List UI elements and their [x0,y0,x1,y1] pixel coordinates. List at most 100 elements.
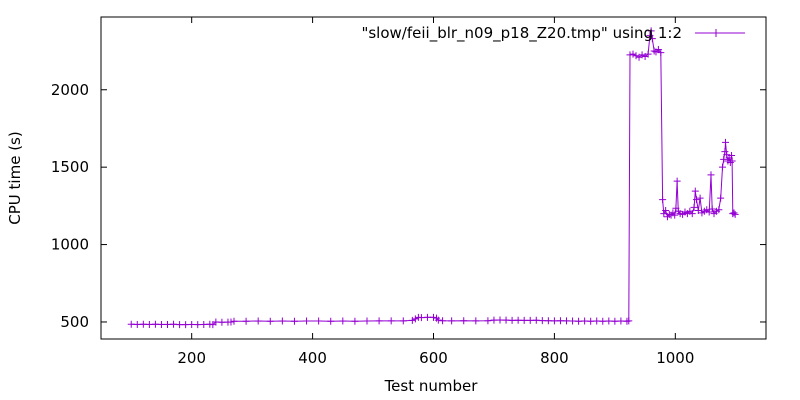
data-point [430,313,437,321]
data-point [556,317,564,325]
data-point [688,210,696,218]
data-point [605,317,613,325]
x-tick-label: 400 [298,349,327,367]
data-point [303,317,311,325]
data-point [484,317,492,325]
data-point [408,316,416,324]
data-point [728,152,736,160]
data-point [599,317,607,325]
legend: "slow/feii_blr_n09_p18_Z20.tmp" using 1:… [361,24,745,43]
data-point [434,316,442,324]
data-point [731,210,739,218]
data-point [460,317,468,325]
data-point [472,317,480,325]
data-point [164,320,171,328]
data-point [508,316,516,324]
data-point [490,316,498,324]
x-tick-label: 200 [177,349,206,367]
data-point [673,177,681,185]
data-point [662,207,670,215]
y-axis-label: CPU time (s) [6,131,24,224]
data-point [611,317,619,325]
y-tick-label: 1000 [51,236,89,254]
data-point [617,317,625,325]
data-point [717,194,725,202]
data-point [581,317,589,325]
plot-frame [100,16,767,340]
data-point [715,206,723,214]
data-point [502,316,510,324]
data-point [327,317,335,325]
data-point [439,317,447,325]
data-point [696,194,704,202]
data-point [230,317,238,325]
data-point [139,320,147,328]
data-point [266,317,274,325]
data-point [721,148,729,156]
series-line [131,30,736,326]
data-point [194,321,202,329]
data-point [638,51,646,59]
data-point [363,317,371,325]
data-point [411,315,419,323]
data-point [569,317,577,325]
data-point [650,47,658,55]
data-point [726,159,734,167]
data-point [399,317,407,325]
data-point [290,317,298,325]
data-point [690,203,698,211]
data-point [659,196,667,204]
y-tick-label: 500 [60,313,89,331]
data-point [718,163,726,171]
data-point [514,316,522,324]
data-point [647,27,655,35]
data-point [278,317,286,325]
data-point [720,155,728,163]
data-point [563,317,570,325]
data-point [176,321,184,329]
data-point [550,317,558,325]
data-point [721,138,729,146]
data-point [629,50,637,58]
data-point [315,317,323,325]
data-point [660,210,668,218]
data-point [218,318,226,326]
x-tick-label: 800 [540,349,569,367]
data-point [575,317,583,325]
data-point [665,210,673,218]
data-point [351,317,359,325]
data-point [227,318,235,326]
data-point [538,317,546,325]
data-point [212,318,220,326]
data-point [705,208,713,216]
data-point [151,320,159,328]
data-point [170,320,178,328]
data-point [626,51,634,59]
data-point [448,317,456,325]
data-point [188,320,196,328]
data-point [593,317,601,325]
data-point [200,320,208,328]
data-point [644,50,652,58]
data-point [587,317,595,325]
data-point [708,205,716,213]
data-point [526,316,534,324]
data-point [544,317,552,325]
y-tick-label: 2000 [51,81,89,99]
x-tick-label: 1000 [656,349,694,367]
data-point [375,317,383,325]
legend-marker [712,29,720,37]
data-point [157,320,165,328]
data-point [532,316,540,324]
data-point [254,317,262,325]
data-point [625,317,633,325]
data-point [127,320,135,328]
data-point [133,320,141,328]
data-point [694,207,702,215]
data-point [387,317,395,325]
legend-label: "slow/feii_blr_n09_p18_Z20.tmp" using 1:… [361,24,682,43]
data-point [339,317,347,325]
data-point [496,316,504,324]
data-point [707,171,715,179]
